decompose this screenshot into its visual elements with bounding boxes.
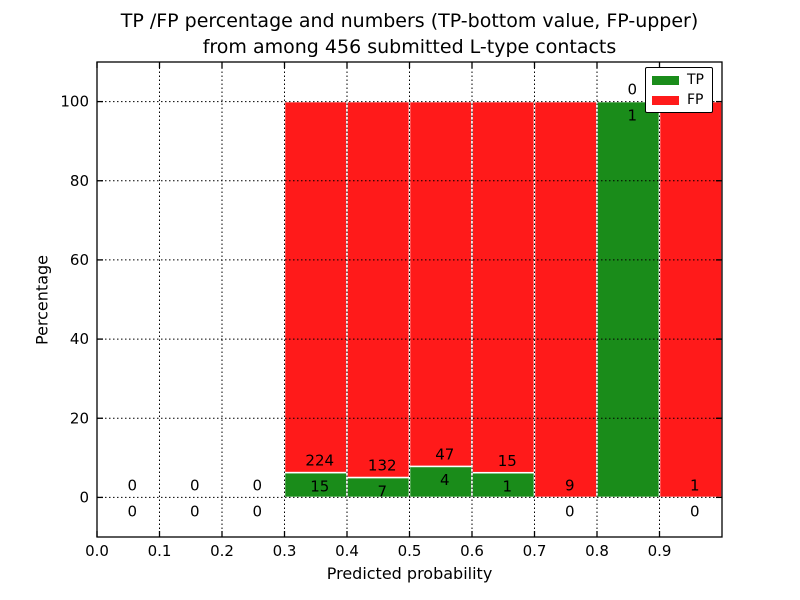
tp-count-label: 0 — [690, 502, 700, 520]
legend-item-tp: TP — [652, 73, 706, 87]
fp-count-label: 224 — [305, 452, 334, 470]
fp-bar — [658, 100, 723, 499]
fp-count-label: 47 — [435, 445, 454, 463]
x-tick-label: 0.4 — [335, 542, 359, 560]
tp-count-label: 1 — [627, 106, 637, 124]
tp-bar — [408, 465, 473, 499]
chart-title: TP /FP percentage and numbers (TP-bottom… — [97, 8, 722, 60]
fp-bar — [283, 100, 348, 474]
y-tick-label: 80 — [70, 172, 89, 190]
fp-count-label: 0 — [627, 81, 637, 99]
fp-count-label: 132 — [368, 457, 397, 475]
y-tick-label: 20 — [70, 409, 89, 427]
fp-bar — [533, 100, 598, 499]
fp-bar — [408, 100, 473, 468]
fp-count-label: 9 — [565, 477, 575, 495]
y-tick-label: 40 — [70, 330, 89, 348]
x-tick-label: 0.6 — [460, 542, 484, 560]
fp-count-label: 15 — [498, 452, 517, 470]
fp-swatch-icon — [652, 95, 679, 105]
tp-count-label: 0 — [252, 502, 262, 520]
tp-count-label: 0 — [190, 502, 200, 520]
fp-count-label: 0 — [252, 477, 262, 495]
fp-count-label: 0 — [127, 477, 137, 495]
tp-count-label: 4 — [440, 471, 450, 489]
tp-count-label: 7 — [377, 482, 387, 500]
chart-title-line2: from among 456 submitted L-type contacts — [202, 36, 617, 58]
tp-count-label: 1 — [502, 478, 512, 496]
legend: TP FP — [645, 67, 713, 113]
tp-bar — [471, 471, 536, 499]
y-tick-label: 100 — [60, 93, 89, 111]
tp-legend-label: TP — [687, 72, 704, 88]
fp-count-label: 0 — [190, 477, 200, 495]
x-tick-label: 0.1 — [148, 542, 172, 560]
x-tick-label: 0.9 — [648, 542, 672, 560]
tp-count-label: 0 — [565, 502, 575, 520]
y-tick-label: 0 — [79, 488, 89, 506]
fp-bar — [346, 100, 411, 479]
tp-swatch-icon — [652, 75, 679, 85]
x-tick-label: 0.7 — [523, 542, 547, 560]
x-tick-label: 0.5 — [398, 542, 422, 560]
x-tick-label: 0.3 — [273, 542, 297, 560]
tp-count-label: 15 — [310, 477, 329, 495]
fp-bar — [471, 100, 536, 474]
x-tick-label: 0.2 — [210, 542, 234, 560]
legend-item-fp: FP — [652, 93, 706, 107]
y-axis-label: Percentage — [32, 254, 52, 346]
x-axis-label: Predicted probability — [326, 564, 493, 583]
fp-legend-label: FP — [687, 92, 704, 108]
tp-count-label: 0 — [127, 502, 137, 520]
fp-count-label: 1 — [690, 477, 700, 495]
x-tick-label: 0.0 — [85, 542, 109, 560]
x-tick-label: 0.8 — [585, 542, 609, 560]
y-tick-label: 60 — [70, 251, 89, 269]
chart-title-line1: TP /FP percentage and numbers (TP-bottom… — [120, 10, 699, 32]
tp-bar — [596, 100, 661, 499]
